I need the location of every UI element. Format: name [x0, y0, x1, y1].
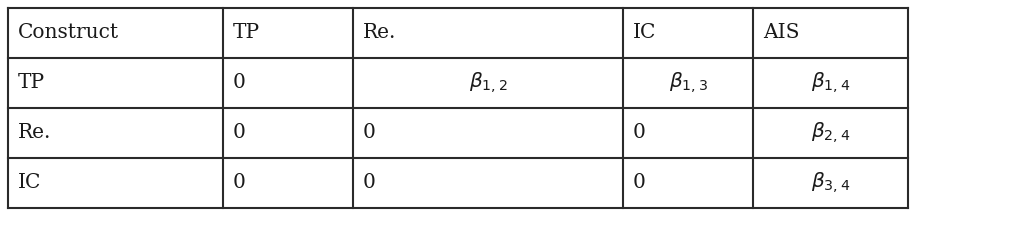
Text: AIS: AIS — [762, 24, 799, 42]
Text: TP: TP — [18, 74, 45, 92]
Text: 0: 0 — [363, 123, 376, 143]
Text: $\beta_{1,4}$: $\beta_{1,4}$ — [810, 71, 849, 95]
Text: Construct: Construct — [18, 24, 119, 42]
Text: IC: IC — [633, 24, 656, 42]
Text: 0: 0 — [232, 173, 246, 192]
Text: $\beta_{3,4}$: $\beta_{3,4}$ — [810, 170, 849, 195]
Text: Re.: Re. — [363, 24, 396, 42]
Text: 0: 0 — [232, 74, 246, 92]
Text: IC: IC — [18, 173, 42, 192]
Text: TP: TP — [232, 24, 260, 42]
Text: 0: 0 — [232, 123, 246, 143]
Text: $\beta_{2,4}$: $\beta_{2,4}$ — [810, 121, 849, 146]
Text: 0: 0 — [363, 173, 376, 192]
Text: 0: 0 — [633, 123, 645, 143]
Text: 0: 0 — [633, 173, 645, 192]
Text: $\beta_{1,3}$: $\beta_{1,3}$ — [667, 71, 707, 95]
Text: Re.: Re. — [18, 123, 51, 143]
Text: $\beta_{1,2}$: $\beta_{1,2}$ — [469, 71, 506, 95]
